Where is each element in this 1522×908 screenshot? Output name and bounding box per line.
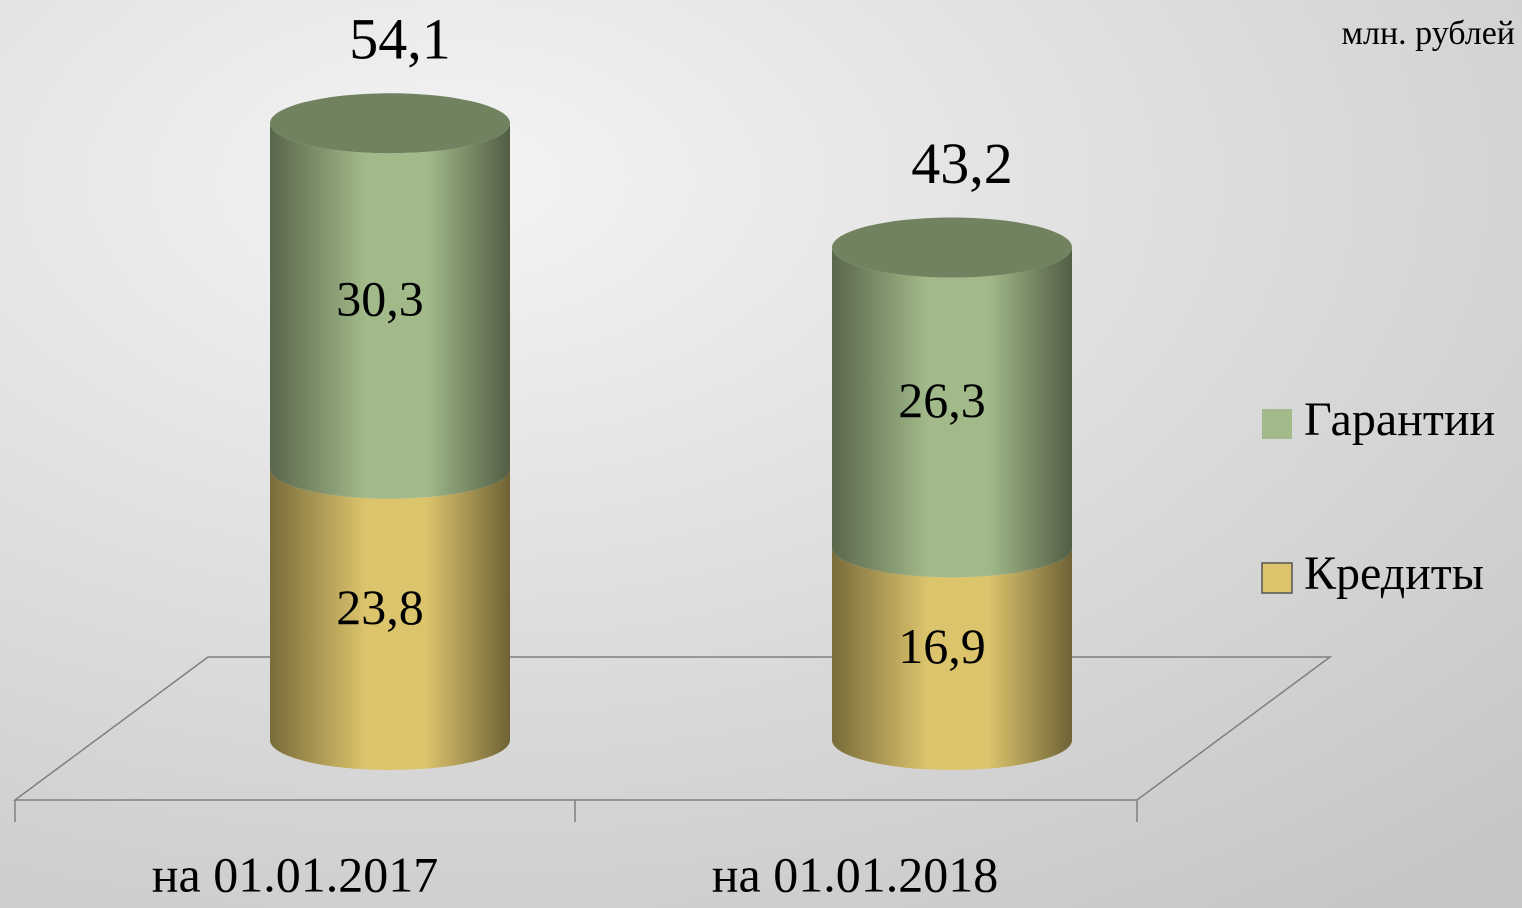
data-label: 26,3 — [898, 372, 986, 428]
cylinder-shade — [270, 468, 510, 770]
legend-label: Гарантии — [1304, 393, 1495, 446]
legend-label: Кредиты — [1304, 547, 1484, 600]
cylinder-top-shade — [270, 93, 510, 154]
total-label: 43,2 — [911, 131, 1013, 196]
cylinder-shade — [832, 247, 1072, 578]
cylinder-top — [832, 217, 1072, 278]
legend-swatch — [1261, 562, 1293, 594]
data-label: 23,8 — [336, 579, 424, 635]
cylinder-shade — [270, 123, 510, 499]
legend-swatch — [1262, 409, 1292, 439]
total-label: 54,1 — [349, 7, 451, 72]
x-tick-label: на 01.01.2018 — [712, 846, 998, 902]
x-tick-label: на 01.01.2017 — [152, 846, 438, 902]
cylinder-top-shade — [832, 217, 1072, 278]
data-label: 16,9 — [898, 618, 986, 674]
cylinder-top — [270, 93, 510, 154]
unit-label: млн. рублей — [1342, 15, 1516, 52]
data-label: 30,3 — [336, 270, 424, 326]
cylinder-shade — [832, 547, 1072, 770]
